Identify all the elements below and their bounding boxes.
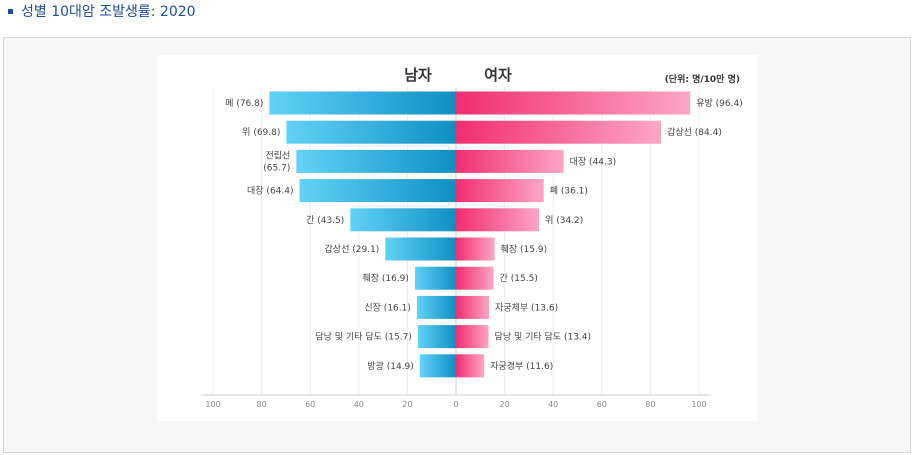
female-bar — [456, 237, 495, 261]
female-panel-title: 여자 — [484, 66, 512, 84]
x-tick-label: 20 — [402, 400, 412, 409]
bars — [269, 91, 691, 378]
female-bar — [456, 266, 494, 290]
male-bar-label: 전립선 — [266, 150, 291, 161]
female-bar — [456, 91, 691, 115]
male-bar-label: 대장 (64.4) — [247, 186, 293, 197]
male-bar — [286, 120, 456, 144]
female-bar — [456, 149, 564, 173]
female-bar-label: 간 (15.5) — [500, 273, 538, 284]
x-tick-label: 60 — [305, 400, 315, 409]
female-bar-label: 대장 (44.3) — [570, 156, 616, 167]
x-tick-label: 0 — [453, 400, 458, 409]
female-bar-label: 췌장 (15.9) — [501, 244, 547, 255]
male-bar — [416, 295, 456, 319]
male-bar — [296, 149, 456, 173]
title-bullet-icon — [8, 8, 13, 14]
female-bar — [456, 120, 662, 144]
x-tick-label: 60 — [597, 400, 607, 409]
male-bar-label: 폐 (76.8) — [225, 97, 263, 109]
male-bar — [299, 179, 456, 203]
x-tick-label: 100 — [691, 400, 706, 409]
male-bar-label: 갑상선 (29.1) — [325, 243, 380, 255]
male-bar — [350, 208, 456, 232]
male-panel-title: 남자 — [404, 66, 432, 84]
x-axis: 100 80 60 40 20 0 20 40 60 80 100 — [200, 394, 712, 409]
x-tick-label: 40 — [548, 400, 558, 409]
male-bar-label: 신장 (16.1) — [364, 302, 410, 313]
page-title-text: 성별 10대암 조발생률: 2020 — [21, 4, 196, 20]
female-bar-label: 자궁경부 (11.6) — [490, 360, 553, 372]
male-bar — [385, 237, 456, 261]
male-bar-label: 간 (43.5) — [306, 215, 344, 226]
x-tick-label: 100 — [205, 400, 220, 409]
female-bar-label: 유방 (96.4) — [696, 98, 742, 109]
butterfly-chart: 폐 (76.8) 위 (69.8) 전립선 (65.7) 대장 (64.4) 간 (43.… — [200, 66, 743, 409]
male-bar-label: 췌장 (16.9) — [362, 273, 408, 284]
female-bar — [456, 179, 544, 203]
page-title: 성별 10대암 조발생률: 2020 — [8, 0, 196, 22]
female-bar — [456, 354, 485, 378]
male-bar-label: 위 (69.8) — [242, 127, 280, 138]
x-tick-label: 40 — [354, 400, 364, 409]
x-tick-label: 80 — [257, 400, 267, 409]
male-bar — [417, 325, 456, 349]
female-bar — [456, 325, 489, 349]
female-bar-label: 위 (34.2) — [545, 215, 583, 226]
chart-card: 폐 (76.8) 위 (69.8) 전립선 (65.7) 대장 (64.4) 간 (43.… — [157, 55, 757, 421]
x-tick-label: 80 — [645, 400, 655, 409]
female-bar-label: 담낭 및 기타 담도 (13.4) — [495, 331, 591, 343]
x-tick-label: 20 — [500, 400, 510, 409]
female-bar — [456, 295, 490, 319]
female-bar-label: 갑상선 (84.4) — [667, 126, 722, 138]
male-bar-value: (65.7) — [263, 163, 290, 173]
male-bar-label: 방광 (14.9) — [367, 360, 413, 372]
unit-label: (단위: 명/10만 명) — [665, 73, 740, 85]
male-bar-label: 담낭 및 기타 담도 (15.7) — [315, 331, 411, 343]
male-bar — [414, 266, 456, 290]
female-bar-label: 폐 (36.1) — [550, 185, 588, 197]
male-bar — [269, 91, 456, 115]
female-bar-label: 자궁체부 (13.6) — [495, 302, 558, 313]
female-bar — [456, 208, 540, 232]
male-bar — [419, 354, 456, 378]
bar-labels: 폐 (76.8) 위 (69.8) 전립선 (65.7) 대장 (64.4) 간 (43.… — [225, 97, 743, 372]
